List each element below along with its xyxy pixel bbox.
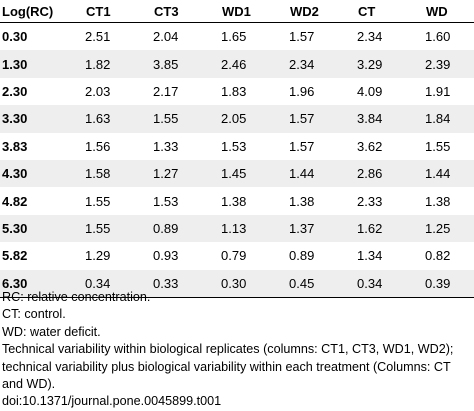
table-cell: 0.34 xyxy=(68,269,136,298)
table-cell: 2.04 xyxy=(153,29,179,45)
table-cell: 1.13 xyxy=(204,214,272,243)
table-cell: 0.82 xyxy=(425,248,451,264)
footnote-rc: RC: relative concentration. xyxy=(2,290,151,304)
table-cell: 1.57 xyxy=(272,105,340,133)
data-table: Log(RC) CT1 CT3 WD1 WD2 CT WD 0.30 2.51 2.… xyxy=(0,0,474,298)
table-cell: 0.89 xyxy=(289,248,315,264)
row-label: 4.30 xyxy=(0,159,68,188)
table-cell: 1.38 xyxy=(425,193,451,209)
table-cell: 0.33 xyxy=(136,269,204,298)
row-label: 3.83 xyxy=(2,138,28,154)
table-cell: 2.33 xyxy=(357,193,383,209)
column-header-wd2: WD2 xyxy=(272,0,340,23)
table-cell: 1.44 xyxy=(408,159,474,188)
table-body: 0.30 2.51 2.04 1.65 1.57 2.34 1.60 1.30 1.82 3.85… xyxy=(0,23,474,298)
column-header-wd: WD xyxy=(408,0,474,23)
table-cell: 2.51 xyxy=(85,29,111,45)
table-cell: 1.91 xyxy=(425,83,451,99)
table-cell: 3.84 xyxy=(340,105,408,133)
table-cell: 1.53 xyxy=(221,138,247,154)
table-cell: 1.83 xyxy=(221,83,247,99)
table-cell: 0.89 xyxy=(136,214,204,243)
table-cell: 1.57 xyxy=(289,138,315,154)
table-cell: 1.82 xyxy=(68,50,136,78)
table-cell: 2.03 xyxy=(85,83,111,99)
table-cell: 0.30 xyxy=(204,269,272,298)
table-footnotes: RC: relative concentration. CT: control.… xyxy=(2,289,470,411)
table-cell: 3.85 xyxy=(136,50,204,78)
footnote-wd: WD: water deficit. xyxy=(2,324,101,339)
table-cell: 0.79 xyxy=(221,248,247,264)
table-row: 1.30 1.82 3.85 2.46 2.34 3.29 2.39 xyxy=(0,50,474,78)
table-row: 0.30 2.51 2.04 1.65 1.57 2.34 1.60 xyxy=(0,23,474,51)
table-cell: 1.57 xyxy=(289,29,315,45)
row-label: 0.30 xyxy=(2,29,28,45)
table-cell: 1.56 xyxy=(85,138,111,154)
table-cell: 4.09 xyxy=(357,83,383,99)
header-row: Log(RC) CT1 CT3 WD1 WD2 CT WD xyxy=(0,0,474,23)
table-cell: 1.62 xyxy=(340,214,408,243)
table-cell: 2.17 xyxy=(153,83,179,99)
table-cell: 1.27 xyxy=(136,159,204,188)
table-cell: 1.65 xyxy=(221,29,247,45)
table-cell: 1.63 xyxy=(68,105,136,133)
column-header-log-rc: Log(RC) xyxy=(0,0,68,23)
row-label: 5.30 xyxy=(0,214,68,243)
column-header-ct3: CT3 xyxy=(136,0,204,23)
table-cell: 1.55 xyxy=(68,214,136,243)
row-label: 5.82 xyxy=(2,248,28,264)
table-cell: 1.34 xyxy=(357,248,383,264)
table-cell: 2.86 xyxy=(340,159,408,188)
table-cell: 1.44 xyxy=(272,159,340,188)
table-cell: 1.53 xyxy=(153,193,179,209)
table-cell: 3.62 xyxy=(357,138,383,154)
column-header-ct1: CT1 xyxy=(68,0,136,23)
table-cell: 1.55 xyxy=(85,193,111,209)
table-cell: 1.55 xyxy=(425,138,451,154)
table-cell: 1.60 xyxy=(425,29,451,45)
table-cell: 2.34 xyxy=(272,50,340,78)
table-cell: 1.45 xyxy=(204,159,272,188)
row-label: 2.30 xyxy=(2,83,28,99)
table-cell: 3.29 xyxy=(340,50,408,78)
row-label: 4.82 xyxy=(2,193,28,209)
table-cell: 1.29 xyxy=(85,248,111,264)
table-cell: 1.84 xyxy=(408,105,474,133)
table-row: 3.30 1.63 1.55 2.05 1.57 3.84 1.84 xyxy=(0,105,474,133)
table-row: 4.30 1.58 1.27 1.45 1.44 2.86 1.44 xyxy=(0,159,474,188)
column-header-ct: CT xyxy=(340,0,408,23)
row-label: 6.30 xyxy=(0,269,68,298)
table-row: 2.30 2.03 2.17 1.83 1.96 4.09 1.91 xyxy=(0,78,474,105)
table-cell: 2.46 xyxy=(204,50,272,78)
table-cell: 0.34 xyxy=(340,269,408,298)
table-cell: 1.37 xyxy=(272,214,340,243)
row-label: 1.30 xyxy=(0,50,68,78)
table-cell: 0.39 xyxy=(408,269,474,298)
footnote-doi: doi:10.1371/journal.pone.0045899.t001 xyxy=(2,394,222,409)
table-cell: 1.38 xyxy=(289,193,315,209)
table-cell: 1.55 xyxy=(136,105,204,133)
column-header-wd1: WD1 xyxy=(204,0,272,23)
table-cell: 1.96 xyxy=(289,83,315,99)
table-row: 4.82 1.55 1.53 1.38 1.38 2.33 1.38 xyxy=(0,187,474,214)
table-cell: 2.05 xyxy=(204,105,272,133)
table-cell: 2.39 xyxy=(408,50,474,78)
table-row: 5.30 1.55 0.89 1.13 1.37 1.62 1.25 xyxy=(0,214,474,243)
table-cell: 1.58 xyxy=(68,159,136,188)
table-row: 3.83 1.56 1.33 1.53 1.57 3.62 1.55 xyxy=(0,133,474,160)
table-cell: 1.25 xyxy=(408,214,474,243)
footnote-ct: CT: control. xyxy=(2,307,66,322)
table-row: 6.30 0.34 0.33 0.30 0.45 0.34 0.39 xyxy=(0,269,474,298)
table-cell: 0.93 xyxy=(153,248,179,264)
table-cell: 1.33 xyxy=(153,138,179,154)
table-row: 5.82 1.29 0.93 0.79 0.89 1.34 0.82 xyxy=(0,242,474,269)
row-label: 3.30 xyxy=(0,105,68,133)
table-cell: 1.38 xyxy=(221,193,247,209)
table-cell: 2.34 xyxy=(357,29,383,45)
table-cell: 0.45 xyxy=(272,269,340,298)
footnote-variability: Technical variability within biological … xyxy=(2,342,454,392)
